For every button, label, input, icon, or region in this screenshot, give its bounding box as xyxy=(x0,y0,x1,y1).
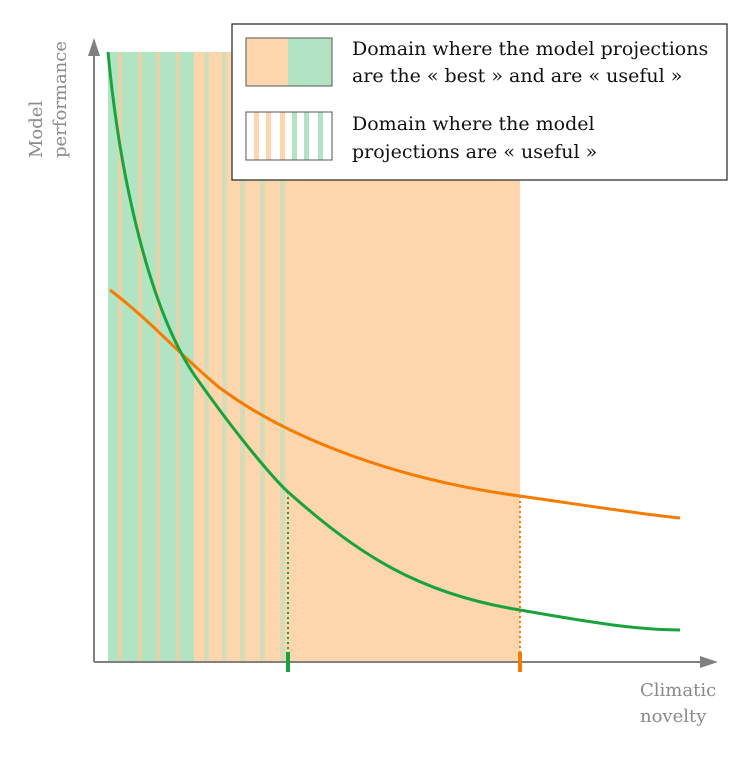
legend-useful-line-2: projections are « useful » xyxy=(352,141,597,163)
orange-curve xyxy=(109,288,681,520)
x-axis-arrow xyxy=(700,656,718,668)
x-axis-label-line-1: Climatic xyxy=(640,680,716,701)
y-axis-label-line-2: performance xyxy=(50,41,71,158)
legend-swatch-useful xyxy=(245,111,333,161)
axes xyxy=(88,38,718,668)
y-axis-label: Model performance xyxy=(26,41,71,158)
legend-useful-line-1: Domain where the model xyxy=(352,113,595,135)
legend: Domain where the model projections are t… xyxy=(231,23,728,181)
green-curve xyxy=(106,51,681,632)
y-axis-arrow xyxy=(88,38,100,56)
legend-best-useful-line-2: are the « best » and are « useful » xyxy=(352,65,682,87)
striped-region xyxy=(118,52,285,662)
legend-swatch-best-useful xyxy=(245,37,333,87)
x-axis-label-line-2: novelty xyxy=(640,706,707,727)
x-axis-label: Climatic novelty xyxy=(640,680,716,727)
y-axis-label-line-1: Model xyxy=(26,101,47,158)
legend-best-useful-line-1: Domain where the model projections xyxy=(352,38,708,60)
